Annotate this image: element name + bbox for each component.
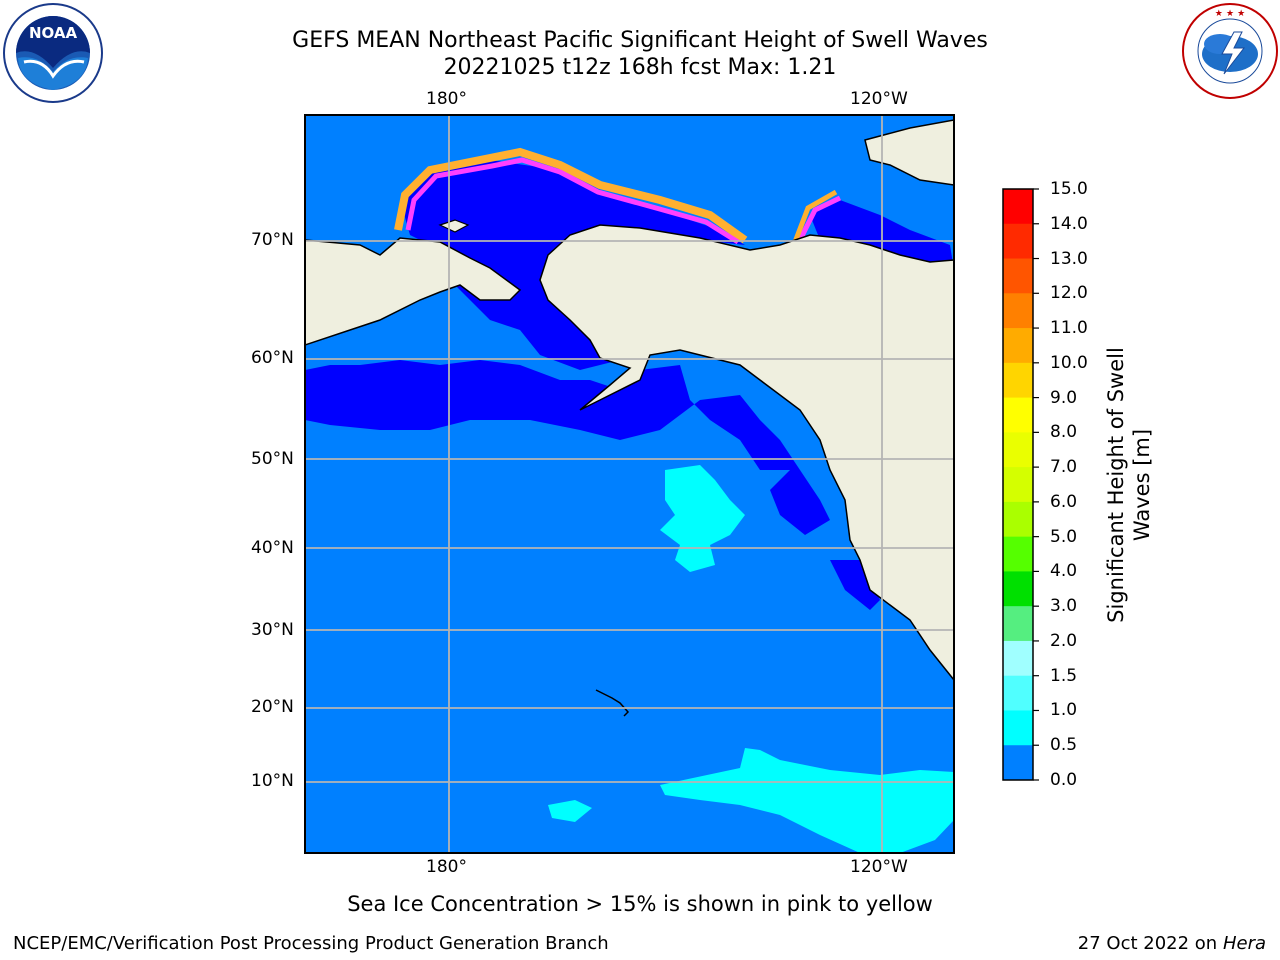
colorbar-band <box>1003 571 1033 607</box>
colorbar-tick-label: 10.0 <box>1050 352 1088 373</box>
colorbar-band <box>1003 362 1033 399</box>
chart-title: GEFS MEAN Northeast Pacific Significant … <box>292 28 988 53</box>
colorbar-tick-label: 0.5 <box>1050 735 1078 756</box>
colorbar-title-line1: Significant Height of Swell <box>1104 347 1128 623</box>
lat-label-40n: 40°N <box>251 538 294 558</box>
colorbar-band <box>1003 710 1033 746</box>
colorbar-tick-label: 1.0 <box>1050 700 1078 721</box>
low-swell-patch <box>830 560 880 610</box>
lat-label-60n: 60°N <box>251 348 294 368</box>
colorbar-tick-label: 15.0 <box>1050 179 1088 199</box>
footer-date-text: 27 Oct 2022 on <box>1077 933 1223 954</box>
land-wrangel <box>438 219 470 233</box>
colorbar-tick-label: 8.0 <box>1050 422 1078 443</box>
colorbar-band <box>1003 189 1033 225</box>
colorbar-tick-label: 2.0 <box>1050 630 1078 651</box>
mid-swell-patch <box>660 465 745 572</box>
colorbar-tick-label: 11.0 <box>1050 318 1088 339</box>
tropical-swell-patch <box>660 748 954 853</box>
lon-label-bottom-180: 180° <box>426 857 467 877</box>
colorbar-band <box>1003 258 1033 294</box>
colorbar-tick-label: 13.0 <box>1050 248 1088 269</box>
sea-ice-edge-pink <box>405 157 740 245</box>
sea-ice-note: Sea Ice Concentration > 15% is shown in … <box>347 892 933 916</box>
footer-producer: NCEP/EMC/Verification Post Processing Pr… <box>13 933 609 954</box>
footer-date: 27 Oct 2022 on Hera <box>1078 933 1266 955</box>
land-alaska-canada <box>539 224 954 682</box>
lat-label-50n: 50°N <box>251 449 294 469</box>
lat-label-30n: 30°N <box>251 620 294 640</box>
colorbar-band <box>1003 397 1033 433</box>
nws-logo: ★ ★ ★ <box>1182 3 1278 99</box>
colorbar-band <box>1003 467 1033 503</box>
graticule <box>305 115 954 853</box>
colorbar-band <box>1003 536 1033 572</box>
lat-label-10n: 10°N <box>251 771 294 791</box>
lon-label-bottom-120w: 120°W <box>850 857 908 877</box>
colorbar-tick-label: 4.0 <box>1050 561 1078 582</box>
colorbar <box>1002 188 1039 781</box>
colorbar-band <box>1003 675 1033 711</box>
svg-text:★ ★ ★: ★ ★ ★ <box>1215 9 1245 19</box>
arctic-low-swell <box>400 160 745 370</box>
colorbar-frame <box>1002 188 1034 781</box>
colorbar-band <box>1003 223 1033 260</box>
colorbar-tick-label: 0.0 <box>1050 770 1078 790</box>
colorbar-band <box>1003 328 1033 364</box>
sea-ice-edge-orange <box>394 147 748 244</box>
colorbar-tick-label: 6.0 <box>1050 491 1078 512</box>
low-swell-region <box>305 360 830 535</box>
colorbar-band <box>1003 501 1033 538</box>
footer-host: Hera <box>1222 933 1266 954</box>
lat-label-70n: 70°N <box>251 230 294 250</box>
tropical-swell-patch-small <box>548 800 592 822</box>
colorbar-tick-label: 3.0 <box>1050 596 1078 617</box>
land-hawaii <box>595 689 630 717</box>
colorbar-band <box>1003 745 1033 781</box>
colorbar-tick-label: 12.0 <box>1050 283 1088 304</box>
colorbar-tick-label: 14.0 <box>1050 213 1088 234</box>
sea-ice-beaufort-pink <box>797 195 842 242</box>
chart-subtitle: 20221025 t12z 168h fcst Max: 1.21 <box>443 55 837 80</box>
colorbar-tick-label: 7.0 <box>1050 457 1078 478</box>
colorbar-tick-label: 9.0 <box>1050 387 1078 408</box>
colorbar-tick-label: 5.0 <box>1050 526 1078 547</box>
land-siberia <box>305 237 522 346</box>
map-frame <box>304 114 955 854</box>
colorbar-band <box>1003 432 1033 468</box>
colorbar-band <box>1003 640 1033 677</box>
colorbar-title-line2: Waves [m] <box>1130 428 1154 542</box>
land-arctic-islands <box>864 119 954 186</box>
colorbar-tick-label: 1.5 <box>1050 665 1078 686</box>
lat-label-20n: 20°N <box>251 697 294 717</box>
colorbar-band <box>1003 606 1033 642</box>
colorbar-band <box>1003 293 1033 329</box>
noaa-logo: NOAA <box>3 3 103 103</box>
lon-label-top-180: 180° <box>426 89 467 109</box>
sea-ice-beaufort-orange <box>792 189 838 243</box>
lon-label-top-120w: 120°W <box>850 89 908 109</box>
noaa-logo-text: NOAA <box>29 24 78 42</box>
